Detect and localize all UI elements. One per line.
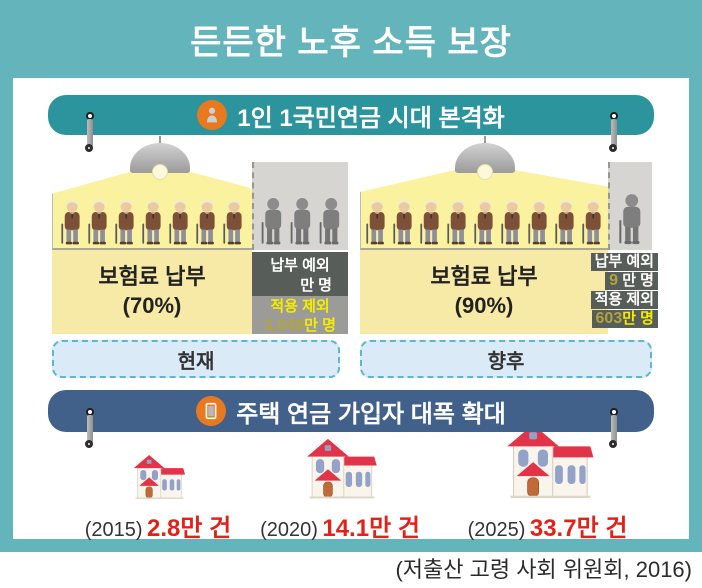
house-year: (2020) — [260, 519, 318, 541]
elderly-person-icon — [139, 199, 166, 248]
house-label: (2020) 14.1만 건 — [250, 508, 430, 543]
house-label: (2025) 33.7만 건 — [445, 508, 650, 543]
card-frame — [0, 0, 702, 552]
pin-ring — [84, 144, 93, 152]
house-unit: 만 건 — [576, 515, 628, 542]
excluded-title: 적용 제외 — [270, 298, 330, 315]
source-caption: (저출산 고령 사회 위원회, 2016) — [395, 557, 692, 582]
exempt-line: 9 만 명 — [605, 272, 658, 290]
housing-stat-2025: (2025) 33.7만 건 — [445, 421, 650, 543]
lamp-bulb — [152, 164, 168, 180]
excluded-zone — [608, 162, 652, 250]
elderly-person-icon — [552, 199, 579, 248]
excluded-unit: 만 명 — [622, 310, 654, 327]
elderly-person-icon — [390, 199, 417, 248]
pin-ring — [84, 440, 93, 448]
pin-ring — [608, 440, 617, 448]
panel-future: 보험료 납부 (90%) 납부 예외 9 만 명 적용 제외 603만 명 향후 — [360, 136, 658, 378]
section2-banner: 주택 연금 가입자 대폭 확대 — [48, 390, 654, 432]
elderly-person-icon — [471, 199, 498, 248]
elderly-person-icon — [444, 199, 471, 248]
elderly-person-icon — [363, 199, 390, 248]
insured-people-group — [360, 199, 608, 248]
title-band: 든든한 노후 소득 보장 — [0, 0, 702, 78]
house-label: (2015) 2.8만 건 — [78, 508, 238, 543]
elderly-person-icon — [112, 199, 139, 248]
premium-payment-text: 보험료 납부 — [98, 264, 206, 290]
exempt-value: 9 — [609, 272, 619, 289]
silhouette-person-icon — [615, 192, 647, 248]
premium-payment-percent: (70%) — [122, 293, 182, 318]
hanging-pin — [607, 112, 621, 158]
person-icon — [197, 100, 228, 130]
silhouette-group — [254, 196, 348, 248]
building-icon — [196, 396, 227, 426]
exempt-title: 납부 예외 — [590, 253, 658, 271]
excluded-line: 603만 명 — [591, 310, 658, 328]
premium-payment-percent: (90%) — [454, 293, 514, 318]
exempt-unit: 만 명 — [300, 276, 332, 294]
housing-stat-2020: (2020) 14.1만 건 — [250, 436, 430, 543]
hanging-pin — [83, 408, 97, 454]
excluded-unit: 만 명 — [304, 317, 336, 334]
silhouette-person-icon — [287, 196, 316, 248]
elderly-person-icon — [193, 199, 220, 248]
elderly-person-icon — [166, 199, 193, 248]
house-value: 2.8 — [147, 515, 181, 542]
panel-current: 보험료 납부 (70%) 납부 예외 만 명 적용 제외 1,049만 명 현재 — [52, 136, 348, 378]
house-icon — [302, 436, 378, 500]
premium-payment-text: 보험료 납부 — [430, 264, 538, 290]
house-icon — [130, 453, 186, 500]
coverage-excluded-box: 적용 제외 1,049만 명 — [252, 296, 348, 334]
lamp-cord — [484, 136, 486, 144]
elderly-person-icon — [58, 199, 85, 248]
silhouette-person-icon — [258, 196, 287, 248]
pin-strip — [611, 119, 617, 147]
era-tag-future: 향후 — [360, 340, 652, 378]
insured-people-group — [54, 199, 250, 248]
pin-strip — [87, 119, 93, 147]
housing-stat-2015: (2015) 2.8만 건 — [78, 453, 238, 543]
house-value: 14.1 — [322, 515, 370, 542]
payment-exempt-box: 납부 예외 만 명 — [252, 252, 348, 296]
pin-ring — [608, 144, 617, 152]
silhouette-group — [610, 192, 652, 248]
lamp-bulb — [477, 164, 493, 180]
pin-strip — [611, 415, 617, 443]
exempt-unit: 만 명 — [622, 272, 654, 289]
elderly-person-icon — [498, 199, 525, 248]
future-stats-block: 납부 예외 9 만 명 적용 제외 603만 명 — [548, 253, 658, 328]
premium-payment-label: 보험료 납부 (70%) — [52, 250, 252, 334]
exempt-title: 납부 예외 — [270, 257, 330, 274]
excluded-value: 1,049 — [264, 317, 305, 334]
elderly-person-icon — [220, 199, 247, 248]
hanging-pin — [83, 112, 97, 158]
house-year: (2025) — [467, 519, 526, 541]
section2-banner-title: 주택 연금 가입자 대폭 확대 — [236, 400, 506, 428]
silhouette-person-icon — [316, 196, 345, 248]
elderly-person-icon — [525, 199, 552, 248]
section1-banner: 1인 1국민연금 시대 본격화 — [48, 95, 654, 135]
excluded-title: 적용 제외 — [590, 291, 658, 309]
house-unit: 만 건 — [369, 515, 420, 542]
excluded-zone — [252, 162, 348, 250]
lamp-cord — [159, 136, 161, 144]
house-unit: 만 건 — [180, 515, 232, 542]
section1-banner-title: 1인 1국민연금 시대 본격화 — [237, 104, 505, 132]
house-year: (2015) — [84, 519, 143, 541]
house-icon — [501, 421, 595, 500]
hanging-pin — [607, 408, 621, 454]
premium-payment-label: 보험료 납부 (90%) — [360, 250, 608, 334]
elderly-person-icon — [579, 199, 606, 248]
elderly-person-icon — [85, 199, 112, 248]
pin-strip — [87, 415, 93, 443]
excluded-value: 603 — [595, 310, 623, 327]
house-value: 33.7 — [529, 515, 577, 542]
page-title: 든든한 노후 소득 보장 — [190, 23, 512, 62]
elderly-person-icon — [417, 199, 444, 248]
era-tag-current: 현재 — [52, 340, 340, 378]
